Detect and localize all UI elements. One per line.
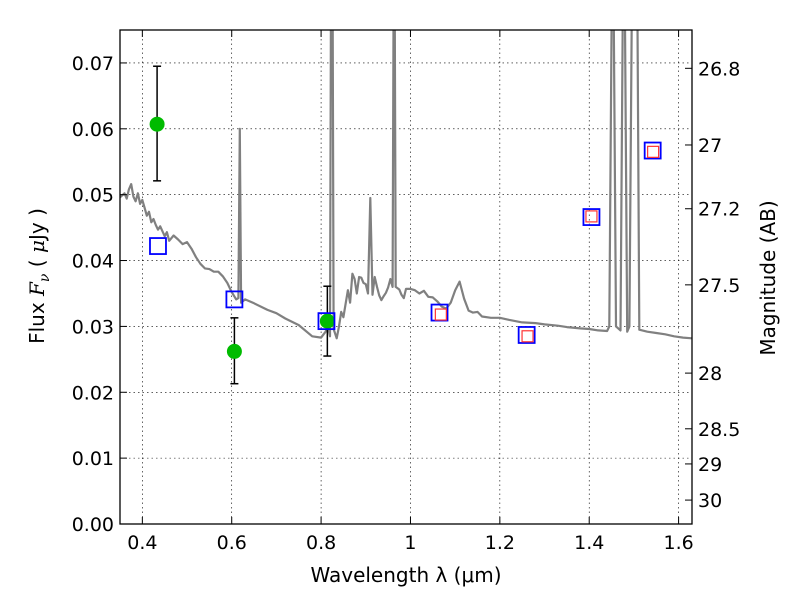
right-tick-labels: 26.8 27 27.2 27.5 28 28.5 29 30 bbox=[698, 58, 740, 512]
model-square bbox=[149, 237, 167, 255]
model-square bbox=[317, 312, 336, 331]
model-small-square bbox=[585, 210, 598, 223]
right-tick-label: 28.5 bbox=[698, 419, 740, 441]
y-tick-label: 0.02 bbox=[72, 382, 114, 404]
y-tick-label: 0.00 bbox=[72, 514, 114, 536]
observed-point bbox=[149, 116, 165, 132]
right-tick-label: 27.5 bbox=[698, 275, 740, 297]
y-tick-label: 0.01 bbox=[72, 448, 114, 470]
observed-point bbox=[319, 313, 335, 329]
x-tick-label: 1.2 bbox=[485, 532, 515, 554]
model-spectrum-line bbox=[120, 30, 692, 340]
tick-marks bbox=[120, 30, 692, 525]
model-small-square bbox=[434, 308, 447, 321]
grid-lines bbox=[120, 30, 692, 525]
x-tick-label: 0.6 bbox=[217, 532, 247, 554]
observed-point bbox=[226, 343, 242, 359]
model-photometry bbox=[149, 141, 662, 344]
right-tick-label: 29 bbox=[698, 454, 722, 476]
y-label-symbol: F bbox=[25, 281, 49, 297]
model-small-square bbox=[647, 145, 660, 158]
right-axis-label: Magnitude (AB) bbox=[756, 200, 780, 355]
model-square bbox=[582, 208, 601, 226]
right-tick-label: 26.8 bbox=[698, 58, 740, 80]
x-tick-label: 1.4 bbox=[574, 532, 604, 554]
right-tick-label: 30 bbox=[698, 490, 722, 512]
right-tick-label: 28 bbox=[698, 363, 722, 385]
observed-points bbox=[149, 65, 335, 385]
y-tick-label: 0.03 bbox=[72, 316, 114, 338]
y-axis-label: Flux Fν ( μJy ) bbox=[25, 208, 53, 344]
model-square bbox=[225, 290, 244, 309]
x-tick-label: 1 bbox=[404, 532, 416, 554]
y-tick-label: 0.05 bbox=[72, 185, 114, 207]
model-small-square bbox=[521, 330, 534, 343]
y-tick-label: 0.04 bbox=[72, 251, 114, 273]
x-tick-label: 0.4 bbox=[127, 532, 157, 554]
plot-frame bbox=[119, 29, 693, 525]
x-tick-labels: 0.4 0.6 0.8 1 1.2 1.4 1.6 bbox=[127, 532, 693, 554]
right-tick-label: 27.2 bbox=[698, 199, 740, 221]
y-label-mu: μ bbox=[25, 240, 49, 253]
right-tick-label: 27 bbox=[698, 135, 722, 157]
model-square bbox=[643, 141, 662, 160]
model-spectrum bbox=[120, 30, 692, 340]
x-axis-label: Wavelength λ (μm) bbox=[310, 563, 501, 587]
y-label-paren: ( bbox=[25, 253, 49, 274]
plot-data-area bbox=[120, 30, 692, 385]
x-tick-label: 0.8 bbox=[306, 532, 336, 554]
model-square bbox=[517, 326, 536, 344]
y-label-prefix: Flux bbox=[25, 296, 49, 344]
y-tick-label: 0.07 bbox=[72, 53, 114, 75]
y-label-unit: Jy ) bbox=[25, 208, 49, 242]
y-tick-labels: 0.00 0.01 0.02 0.03 0.04 0.05 0.06 0.07 bbox=[72, 53, 114, 536]
y-label-sub: ν bbox=[37, 273, 53, 282]
y-tick-label: 0.06 bbox=[72, 119, 114, 141]
x-tick-label: 1.6 bbox=[663, 532, 693, 554]
